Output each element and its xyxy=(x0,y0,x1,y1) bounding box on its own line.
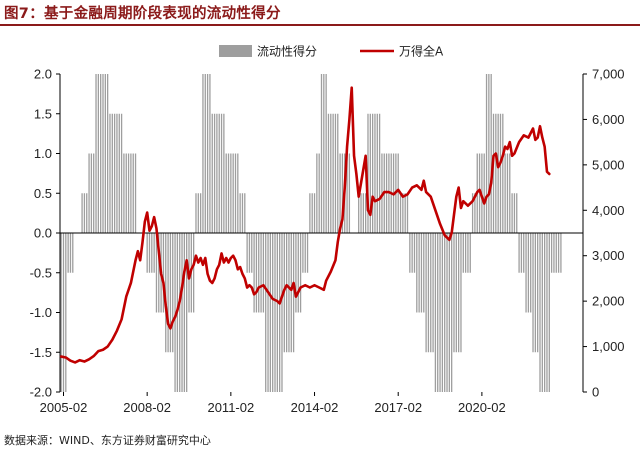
source-note: 数据来源：WIND、东方证券财富研究中心 xyxy=(4,434,211,447)
right-tick-label: 3,000 xyxy=(592,248,625,263)
axes: 2.0 1.5 1.0 0.5 0.0 -0.5 -1.0 -1.5 -2.0 7,000 6,00… xyxy=(30,67,625,416)
chart: 2.0 1.5 1.0 0.5 0.0 -0.5 -1.0 -1.5 -2.0 7,000 6,00… xyxy=(30,44,625,416)
legend-label-line: 万得全A xyxy=(399,44,444,59)
right-tick-label: 0 xyxy=(592,385,599,400)
chart-title: 图7：基于金融周期阶段表现的流动性得分 xyxy=(4,6,281,22)
right-tick-label: 5,000 xyxy=(592,157,625,172)
legend-label-bars: 流动性得分 xyxy=(257,44,317,59)
left-tick-label: -1.0 xyxy=(30,305,52,320)
liquidity-score-bars xyxy=(60,74,562,392)
x-tick-label: 2017-02 xyxy=(374,400,422,415)
left-tick-label: 0.5 xyxy=(34,186,52,201)
x-tick-label: 2014-02 xyxy=(291,400,339,415)
title-rule xyxy=(0,24,640,26)
right-tick-label: 7,000 xyxy=(592,67,625,82)
index-line xyxy=(59,86,551,364)
right-tick-label: 4,000 xyxy=(592,203,625,218)
wind-all-a-line xyxy=(59,86,551,364)
left-tick-label: -0.5 xyxy=(30,265,52,280)
right-tick-label: 6,000 xyxy=(592,112,625,127)
legend: 流动性得分 万得全A xyxy=(219,44,444,59)
left-tick-label: -2.0 xyxy=(30,385,52,400)
right-tick-label: 1,000 xyxy=(592,339,625,354)
left-tick-label: -1.5 xyxy=(30,345,52,360)
left-tick-label: 2.0 xyxy=(34,67,52,82)
legend-swatch-bars xyxy=(219,45,252,57)
left-tick-label: 1.0 xyxy=(34,146,52,161)
x-tick-label: 2005-02 xyxy=(40,400,88,415)
x-tick-label: 2020-02 xyxy=(458,400,506,415)
left-tick-label: 0.0 xyxy=(34,226,52,241)
left-tick-label: 1.5 xyxy=(34,106,52,121)
x-tick-label: 2008-02 xyxy=(123,400,171,415)
x-tick-label: 2011-02 xyxy=(207,400,254,415)
right-tick-label: 2,000 xyxy=(592,294,625,309)
